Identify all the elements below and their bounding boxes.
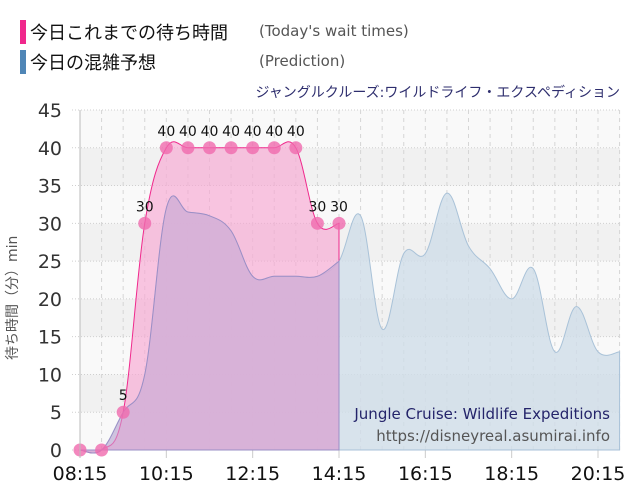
svg-text:40: 40 (265, 124, 283, 140)
svg-text:5: 5 (50, 402, 62, 424)
x-axis-ticks: 08:15 10:15 12:15 14:15 16:15 18:15 20:15 (53, 463, 626, 485)
svg-text:10: 10 (38, 364, 62, 386)
legend-today-swatch (20, 20, 26, 44)
legend-today: 今日これまでの待ち時間 (20, 20, 228, 44)
svg-text:20: 20 (38, 289, 62, 311)
y-axis-ticks: 0 5 10 15 20 25 30 35 40 45 (38, 100, 62, 462)
legend-prediction-swatch (20, 50, 26, 74)
legend-prediction-label: 今日の混雑予想 (30, 53, 156, 74)
svg-text:40: 40 (287, 124, 305, 140)
svg-text:35: 35 (38, 176, 62, 198)
svg-text:08:15: 08:15 (53, 463, 108, 485)
chart-subtitle: ジャングルクルーズ:ワイルドライフ・エクスペディション (255, 85, 620, 101)
today-points (73, 141, 346, 457)
svg-text:30: 30 (136, 199, 154, 215)
svg-text:45: 45 (38, 100, 62, 122)
svg-text:0: 0 (50, 440, 62, 462)
svg-text:40: 40 (244, 124, 262, 140)
svg-text:40: 40 (179, 124, 197, 140)
svg-text:30: 30 (330, 199, 348, 215)
svg-text:12:15: 12:15 (225, 463, 280, 485)
legend-today-label-en: (Today's wait times) (259, 22, 409, 40)
svg-text:25: 25 (38, 251, 62, 273)
svg-text:20:15: 20:15 (571, 463, 626, 485)
svg-text:40: 40 (38, 138, 62, 160)
svg-text:16:15: 16:15 (398, 463, 453, 485)
svg-text:30: 30 (38, 213, 62, 235)
svg-text:40: 40 (222, 124, 240, 140)
svg-text:14:15: 14:15 (312, 463, 367, 485)
legend-prediction: 今日の混雑予想 (20, 50, 156, 74)
svg-text:15: 15 (38, 327, 62, 349)
svg-text:18:15: 18:15 (484, 463, 539, 485)
legend-prediction-label-en: (Prediction) (259, 52, 346, 70)
legend-today-label: 今日これまでの待ち時間 (30, 23, 228, 44)
watermark-title: Jungle Cruise: Wildlife Expeditions (354, 405, 610, 423)
svg-text:5: 5 (119, 388, 128, 404)
y-axis-label: 待ち時間（分）min (5, 235, 21, 360)
svg-text:10:15: 10:15 (139, 463, 194, 485)
watermark-url: https://disneyreal.asumirai.info (376, 427, 610, 445)
svg-text:40: 40 (157, 124, 175, 140)
svg-text:30: 30 (309, 199, 327, 215)
svg-text:40: 40 (201, 124, 219, 140)
